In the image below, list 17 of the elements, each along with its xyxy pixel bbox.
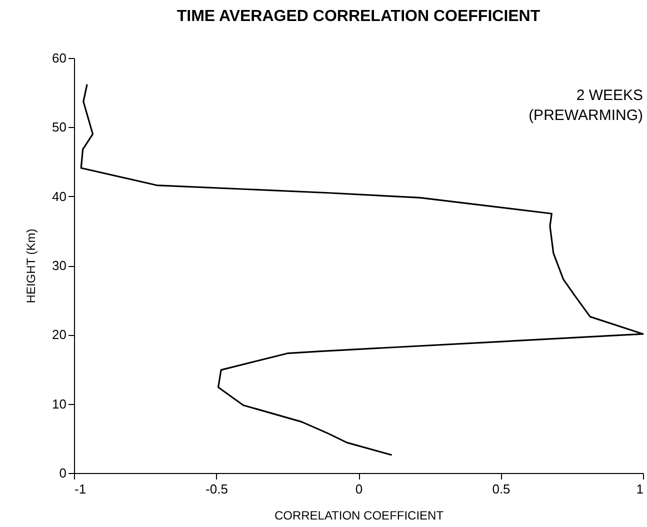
y-tick-label: 10	[52, 396, 66, 412]
y-tick-label: 40	[52, 188, 66, 204]
y-axis-title: HEIGHT (Km)	[24, 228, 38, 304]
x-tick-label: 0	[355, 482, 363, 496]
y-tick-label: 20	[52, 327, 66, 342]
y-tick-label: 60	[52, 50, 66, 66]
y-tick-label: 50	[52, 120, 66, 135]
x-tick-label: -1	[74, 482, 86, 496]
x-tick-label: 0.5	[492, 482, 510, 496]
x-tick-label: -0.5	[206, 482, 228, 496]
y-tick-label: 30	[52, 258, 66, 273]
x-tick-label: 1	[636, 482, 644, 496]
x-axis-title: CORRELATION COEFFICIENT	[274, 508, 444, 522]
chart-title: TIME AVERAGED CORRELATION COEFFICIENT	[176, 8, 540, 25]
y-tick-label: 0	[59, 466, 66, 480]
line-series	[80, 83, 644, 456]
annotation: 2 WEEKS (PREWARMING)	[528, 87, 643, 124]
